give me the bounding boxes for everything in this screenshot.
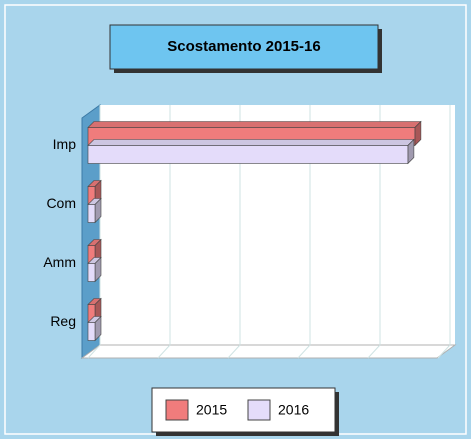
grid-line-floor [437, 344, 451, 359]
legend-swatch [247, 399, 271, 421]
bar [87, 256, 102, 283]
legend-swatch [165, 399, 189, 421]
grid-line-floor [157, 344, 171, 359]
bar-front [87, 145, 409, 164]
legend-label: 2016 [278, 402, 309, 418]
y-tick-label: Reg [50, 313, 76, 329]
bar [87, 315, 102, 342]
grid-line-floor [87, 344, 101, 359]
bar-front [87, 322, 96, 341]
title-box [109, 24, 379, 70]
legend-items: 2015 2016 [165, 399, 309, 421]
plot: Imp Com Amm Reg [43, 105, 451, 359]
bar-front [87, 263, 96, 282]
bar-top [87, 121, 422, 128]
bar-top [87, 139, 415, 146]
bar-front [87, 204, 96, 223]
bar [87, 138, 415, 165]
bar [87, 197, 102, 224]
chart-title: Scostamento 2015-16 [167, 38, 320, 55]
grid-line-floor [297, 344, 311, 359]
legend-label: 2015 [196, 402, 227, 418]
y-tick-label: Imp [53, 136, 77, 152]
grid-line-floor [227, 344, 241, 359]
grid-line-floor [367, 344, 381, 359]
y-tick-label: Amm [43, 254, 76, 270]
y-tick-label: Com [46, 195, 76, 211]
plot-floor [80, 344, 457, 359]
